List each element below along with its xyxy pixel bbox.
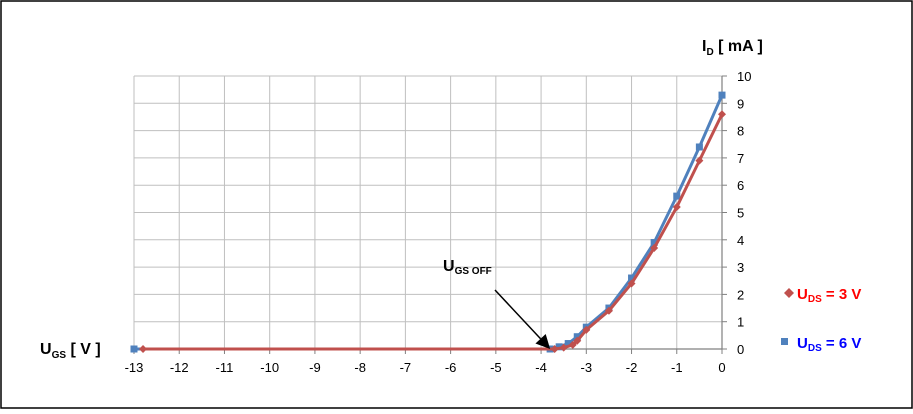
legend-square-marker: [781, 338, 788, 345]
data-point-uds-6v: [718, 91, 726, 99]
legend-diamond-marker: [784, 288, 794, 298]
y-tick-label: 4: [737, 233, 744, 248]
data-point-uds-6v: [695, 143, 703, 151]
y-axis-label: ID [ mA ]: [702, 38, 763, 58]
y-tick-label: 10: [737, 69, 751, 84]
y-tick-label: 2: [737, 287, 744, 302]
x-tick-label: -11: [216, 360, 234, 375]
data-point-uds-3v: [718, 110, 726, 119]
annotation-arrow-line: [494, 289, 542, 340]
y-tick-label: 1: [737, 315, 744, 330]
x-tick-label: -3: [581, 360, 593, 375]
x-tick-label: -4: [535, 360, 547, 375]
data-point-uds-3v: [573, 336, 582, 345]
y-tick-label: 7: [737, 151, 744, 166]
x-tick-label: 0: [718, 360, 725, 375]
data-point-uds-6v: [628, 274, 636, 282]
data-point-uds-3v: [695, 156, 704, 165]
x-tick-label: -7: [400, 360, 412, 375]
x-tick-label: -5: [490, 360, 502, 375]
series-group: [130, 91, 726, 353]
data-point-uds-3v: [672, 203, 681, 212]
legend: UDS = 3 V UDS = 6 V: [781, 286, 861, 354]
y-tick-label: 5: [737, 206, 744, 221]
x-tick-label: -10: [260, 360, 279, 375]
y-tick-label: 8: [737, 124, 744, 139]
x-tick-labels: -13 -12 -11 -10 -9 -8 -7 -6 -5 -4 -3 -2 -1 0: [125, 360, 726, 375]
data-point-uds-6v: [650, 239, 658, 247]
data-point-uds-6v: [673, 192, 681, 200]
data-point-uds-6v: [573, 333, 581, 341]
data-point-uds-3v: [568, 340, 577, 349]
y-tick-label: 3: [737, 260, 744, 275]
x-tick-label: -9: [309, 360, 321, 375]
y-tick-label: 6: [737, 178, 744, 193]
legend-item-uds-6v: UDS = 6 V: [781, 335, 861, 354]
x-tick-label: -12: [170, 360, 189, 375]
y-tick-label: 9: [737, 96, 744, 111]
data-point-uds-3v: [139, 345, 148, 353]
data-point-uds-3v: [650, 243, 659, 252]
legend-label-uds-3v: UDS = 3 V: [797, 286, 861, 305]
x-tick-label: -1: [671, 360, 683, 375]
data-point-uds-3v: [627, 279, 636, 288]
data-point-uds-3v: [559, 343, 568, 352]
ugs-off-annotation: UGS OFF: [443, 258, 492, 277]
data-point-uds-6v: [130, 345, 138, 353]
data-point-uds-3v: [604, 306, 613, 315]
data-point-uds-6v: [564, 340, 572, 348]
x-tick-label: -13: [125, 360, 144, 375]
y-tick-labels: 0 1 2 3 4 5 6 7 8 9 10: [737, 69, 751, 357]
x-tick-label: -6: [445, 360, 457, 375]
legend-label-uds-6v: UDS = 6 V: [797, 335, 861, 354]
y-tick-label: 0: [737, 342, 744, 357]
annotation-arrow-head: [535, 333, 551, 349]
data-point-uds-3v: [550, 345, 559, 353]
legend-item-uds-3v: UDS = 3 V: [784, 286, 861, 305]
x-tick-label: -8: [354, 360, 366, 375]
data-point-uds-3v: [582, 325, 591, 334]
x-tick-label: -2: [626, 360, 638, 375]
x-axis-label: UGS [ V ]: [40, 341, 101, 361]
